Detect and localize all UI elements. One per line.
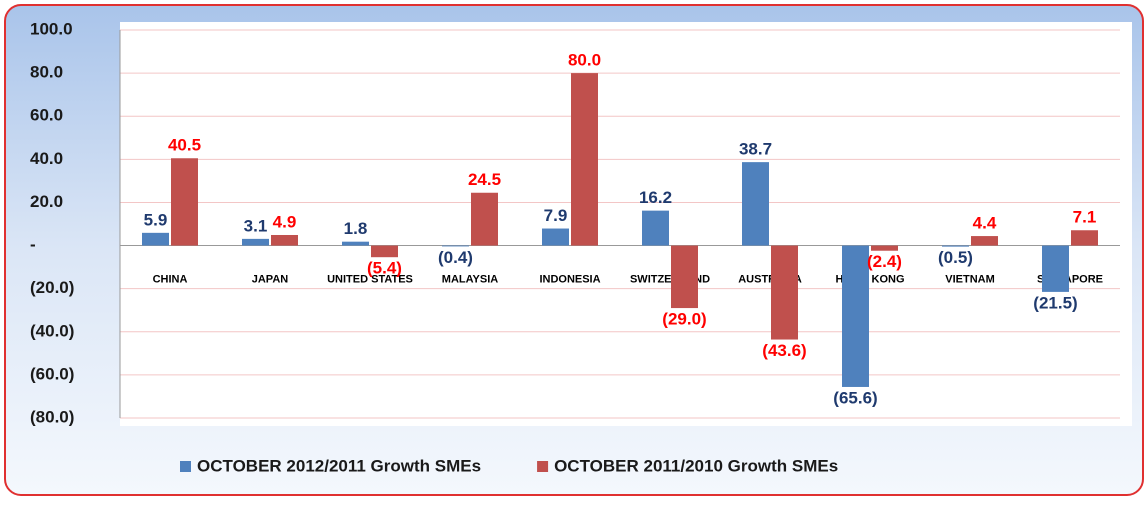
x-tick-label: JAPAN (252, 273, 289, 285)
bar (871, 245, 898, 251)
y-tick-label: (40.0) (30, 321, 74, 340)
legend-label: OCTOBER 2012/2011 Growth SMEs (197, 456, 481, 475)
value-label: 7.1 (1073, 208, 1097, 227)
bar (1042, 245, 1069, 292)
value-label: (65.6) (833, 388, 877, 407)
x-tick-label: VIETNAM (945, 273, 995, 285)
bar (471, 192, 498, 246)
bar (742, 162, 769, 246)
bar (771, 245, 798, 340)
value-label: 4.9 (273, 212, 297, 231)
bar (842, 245, 869, 387)
bar (371, 245, 398, 258)
value-label: 7.9 (544, 206, 568, 225)
bar (671, 245, 698, 309)
bar (942, 245, 969, 247)
value-label: 1.8 (344, 219, 368, 238)
bar (142, 232, 169, 246)
y-tick-label: 80.0 (30, 63, 63, 82)
value-label: (0.5) (938, 248, 973, 267)
x-tick-label: MALAYSIA (442, 273, 498, 285)
x-tick-label: CHINA (153, 273, 188, 285)
bar (242, 238, 269, 246)
bar (171, 158, 198, 246)
value-label: 38.7 (739, 140, 772, 159)
y-tick-label: (80.0) (30, 407, 74, 426)
plot-area (120, 22, 1132, 426)
value-label: (2.4) (867, 252, 902, 271)
bar (342, 241, 369, 246)
bar (271, 234, 298, 246)
legend-swatch (537, 461, 549, 472)
y-tick-label: (20.0) (30, 278, 74, 297)
y-tick-label: 20.0 (30, 192, 63, 211)
bar (542, 228, 569, 246)
x-tick-label: INDONESIA (539, 273, 600, 285)
y-tick-label: - (30, 235, 36, 254)
y-tick-label: 100.0 (30, 19, 73, 38)
value-label: 80.0 (568, 51, 601, 70)
bar (1071, 230, 1098, 246)
value-label: 24.5 (468, 170, 501, 189)
value-label: 3.1 (244, 216, 268, 235)
value-label: (21.5) (1033, 293, 1077, 312)
y-tick-label: 60.0 (30, 106, 63, 125)
legend-label: OCTOBER 2011/2010 Growth SMEs (554, 456, 838, 475)
bar (571, 73, 598, 246)
value-label: 40.5 (168, 136, 201, 155)
y-tick-label: 40.0 (30, 149, 63, 168)
value-label: 4.4 (973, 214, 997, 233)
bar (442, 245, 469, 247)
bar (971, 236, 998, 246)
bar (642, 210, 669, 246)
value-label: (0.4) (438, 248, 473, 267)
x-tick-label: SWITZERLAND (630, 273, 710, 285)
legend-swatch (180, 461, 191, 472)
value-label: 16.2 (639, 188, 672, 207)
value-label: (43.6) (762, 341, 806, 360)
value-label: (5.4) (367, 259, 402, 278)
x-tick-label: UNITED STATES (327, 273, 413, 285)
value-label: (29.0) (662, 310, 706, 329)
y-tick-label: (60.0) (30, 364, 74, 383)
value-label: 5.9 (144, 210, 168, 229)
